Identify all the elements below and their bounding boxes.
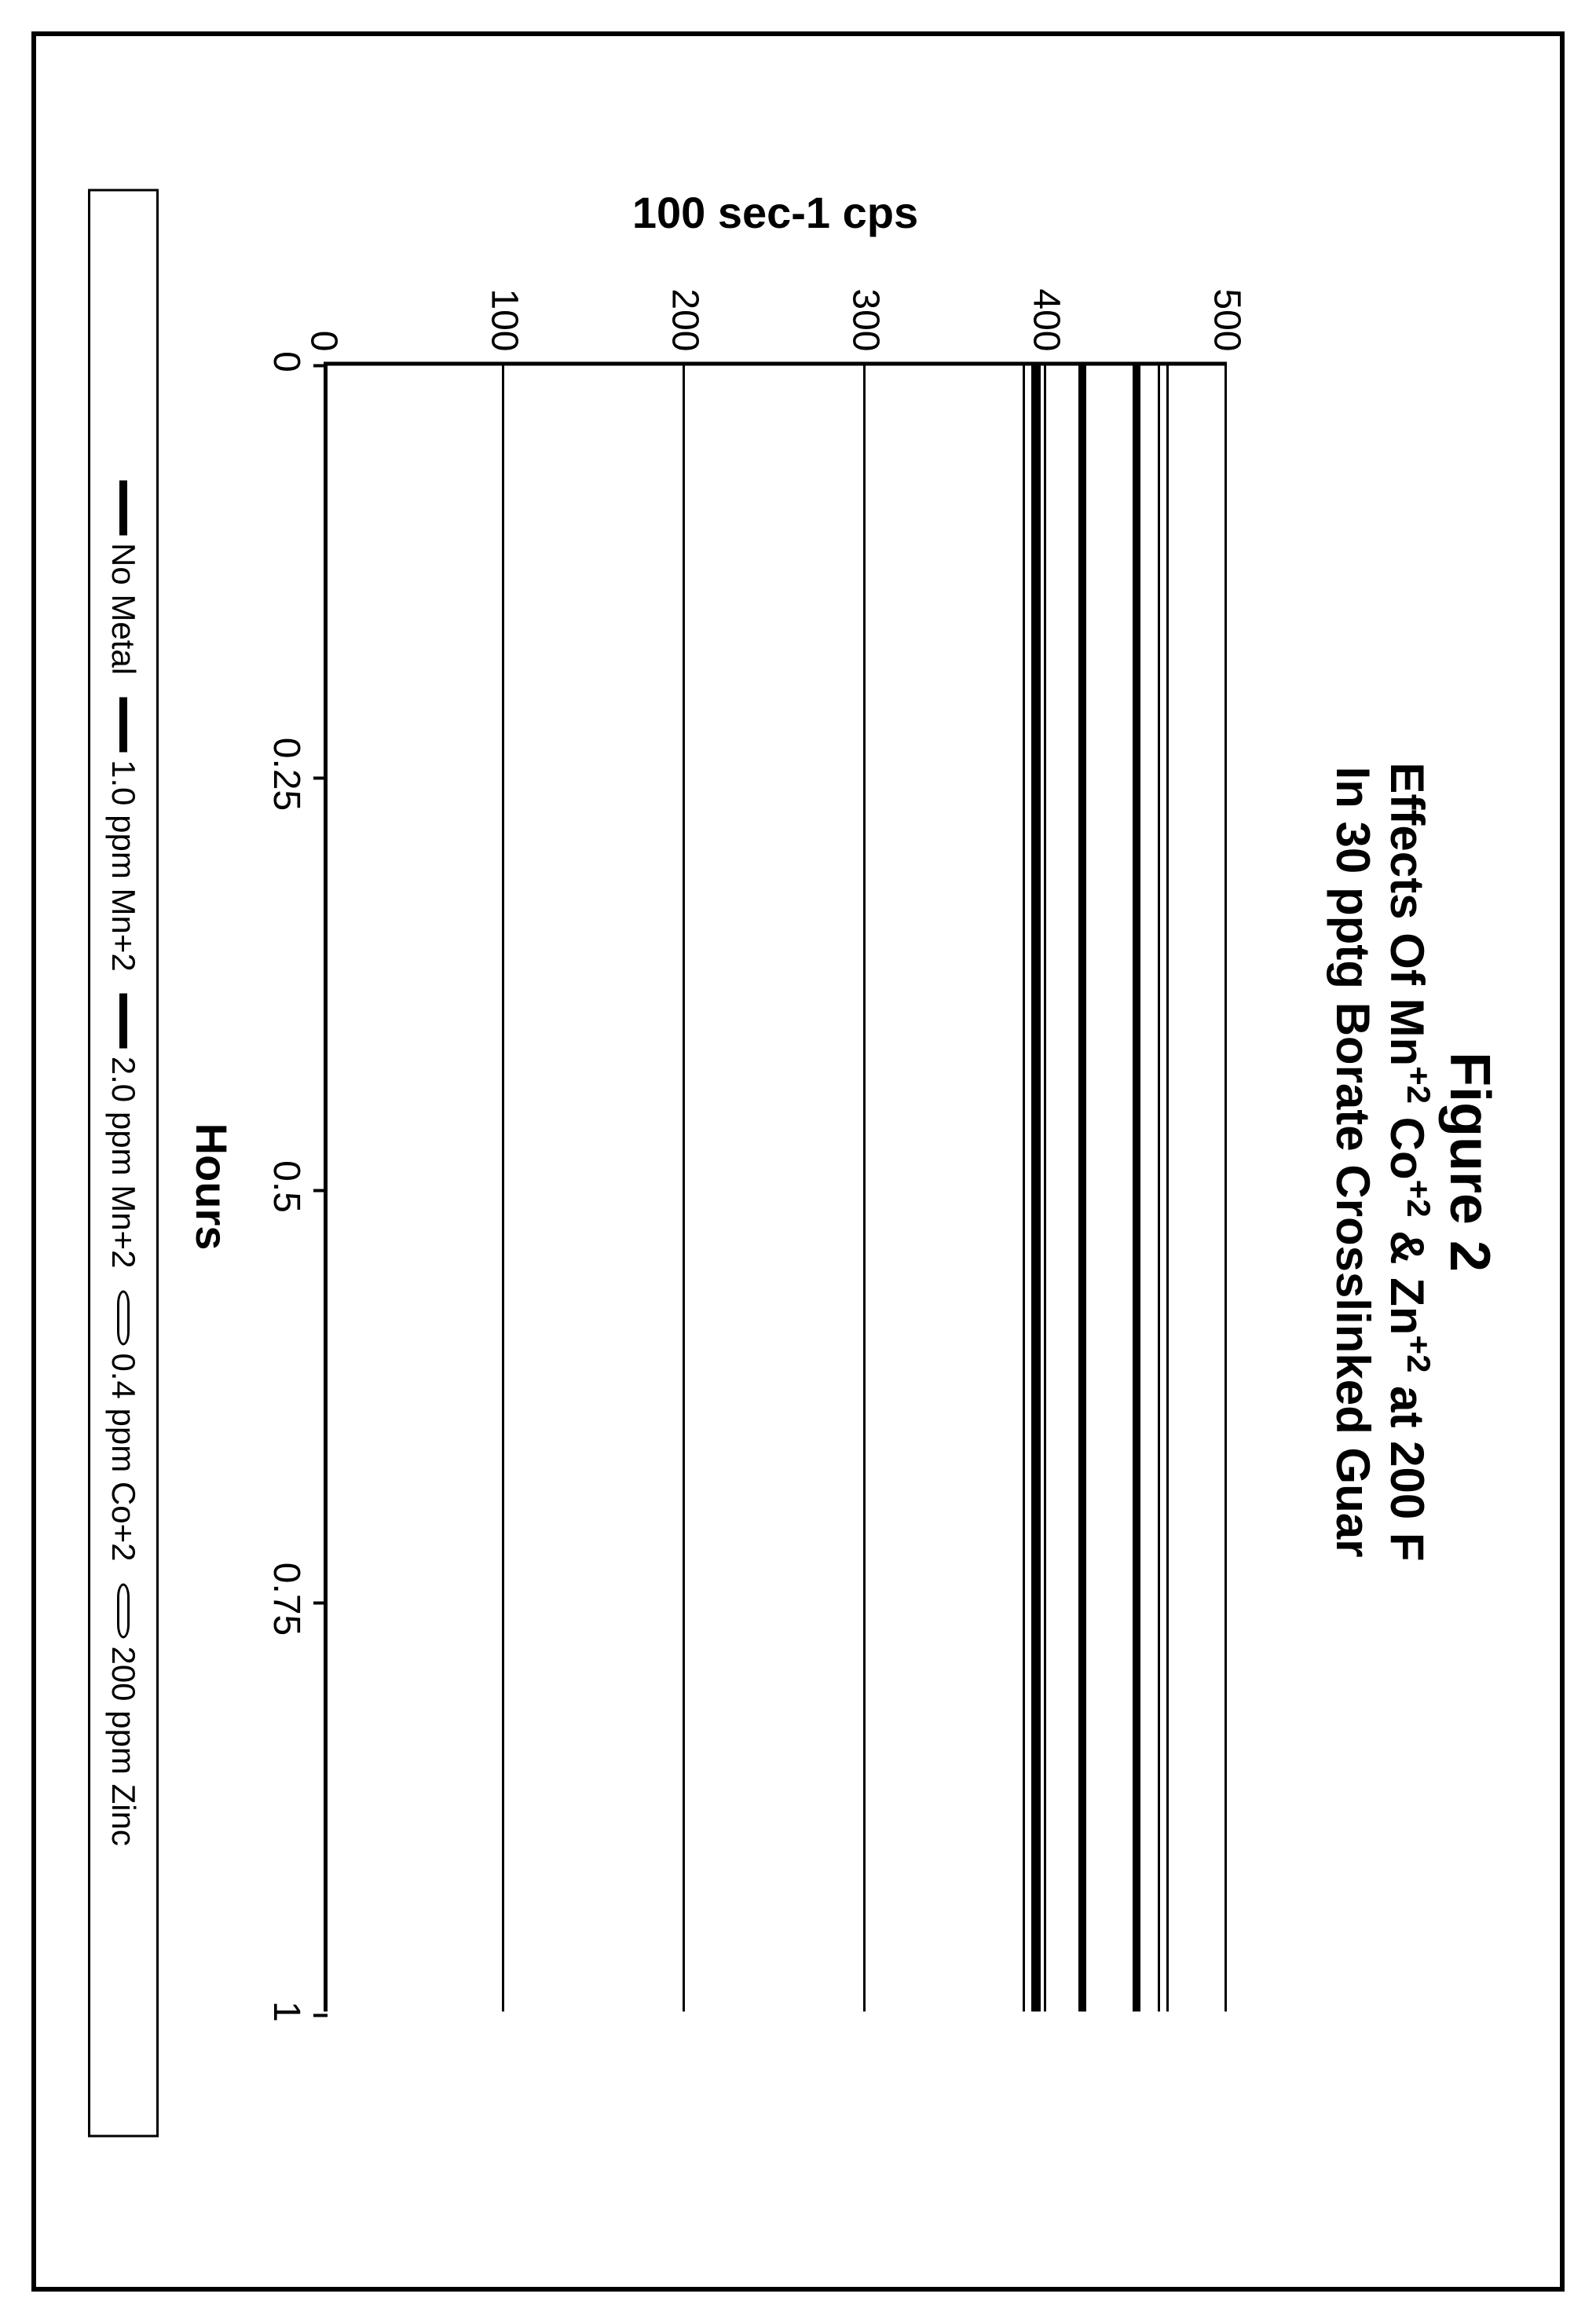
y-tick-label: 100 — [483, 210, 526, 351]
x-axis-title: Hours — [186, 1123, 237, 1250]
series-line — [1133, 365, 1140, 2011]
legend-item: 0.4 ppm Co+2 — [104, 1290, 142, 1561]
legend-label: 1.0 ppm Mn+2 — [104, 760, 142, 972]
x-tick — [313, 2013, 328, 2017]
legend-swatch-solid-icon — [119, 480, 127, 535]
y-tick-label: 0 — [302, 210, 346, 351]
x-tick — [313, 364, 328, 367]
title-block: Figure 2 Effects Of Mn+2 Co+2 & Zn+2 at … — [1326, 31, 1502, 2292]
legend-swatch-hollow-icon — [117, 1290, 130, 1345]
legend-item: 1.0 ppm Mn+2 — [104, 697, 142, 972]
series-line — [1167, 365, 1170, 2011]
legend-label: 200 ppm Zinc — [104, 1646, 142, 1845]
legend-label: 0.4 ppm Co+2 — [104, 1353, 142, 1561]
series-line — [1078, 365, 1086, 2011]
series-line — [1031, 365, 1034, 2011]
gridline — [863, 365, 866, 2011]
x-tick — [313, 1189, 328, 1192]
x-tick-label: 0.25 — [265, 737, 308, 810]
x-tick — [313, 776, 328, 779]
legend-swatch-solid-icon — [119, 697, 127, 752]
series-line — [1034, 365, 1041, 2011]
gridline — [502, 365, 504, 2011]
legend-label: No Metal — [104, 543, 142, 675]
y-tick-label: 500 — [1206, 210, 1249, 351]
legend-item: 2.0 ppm Mn+2 — [104, 993, 142, 1268]
outer-frame: Figure 2 Effects Of Mn+2 Co+2 & Zn+2 at … — [31, 31, 1565, 2292]
legend: No Metal 1.0 ppm Mn+2 2.0 ppm Mn+2 0.4 ppm … — [88, 189, 159, 2137]
gridline — [1224, 365, 1227, 2011]
figure-title-line2: In 30 pptg Borate Crosslinked Guar — [1326, 31, 1380, 2292]
series-line — [1159, 365, 1161, 2011]
y-tick-label: 300 — [844, 210, 888, 351]
legend-item: No Metal — [104, 480, 142, 675]
plot-area — [324, 361, 1227, 2011]
series-line — [1023, 365, 1025, 2011]
x-tick-label: 1 — [265, 2001, 308, 2022]
y-tick-label: 400 — [1025, 210, 1068, 351]
x-tick-label: 0.75 — [265, 1562, 308, 1635]
legend-swatch-solid-icon — [119, 993, 127, 1048]
gridline — [1044, 365, 1046, 2011]
figure-number: Figure 2 — [1437, 31, 1502, 2292]
chart-container: Figure 2 Effects Of Mn+2 Co+2 & Zn+2 at … — [31, 31, 1565, 2292]
y-tick-label: 200 — [664, 210, 707, 351]
gridline — [683, 365, 685, 2011]
legend-swatch-hollow-icon — [117, 1583, 130, 1638]
x-tick-label: 0 — [265, 351, 308, 372]
x-tick — [313, 1601, 328, 1604]
x-tick-label: 0.5 — [265, 1160, 308, 1213]
legend-label: 2.0 ppm Mn+2 — [104, 1056, 142, 1268]
figure-title-line1: Effects Of Mn+2 Co+2 & Zn+2 at 200 F — [1380, 31, 1437, 2292]
legend-item: 200 ppm Zinc — [104, 1583, 142, 1845]
